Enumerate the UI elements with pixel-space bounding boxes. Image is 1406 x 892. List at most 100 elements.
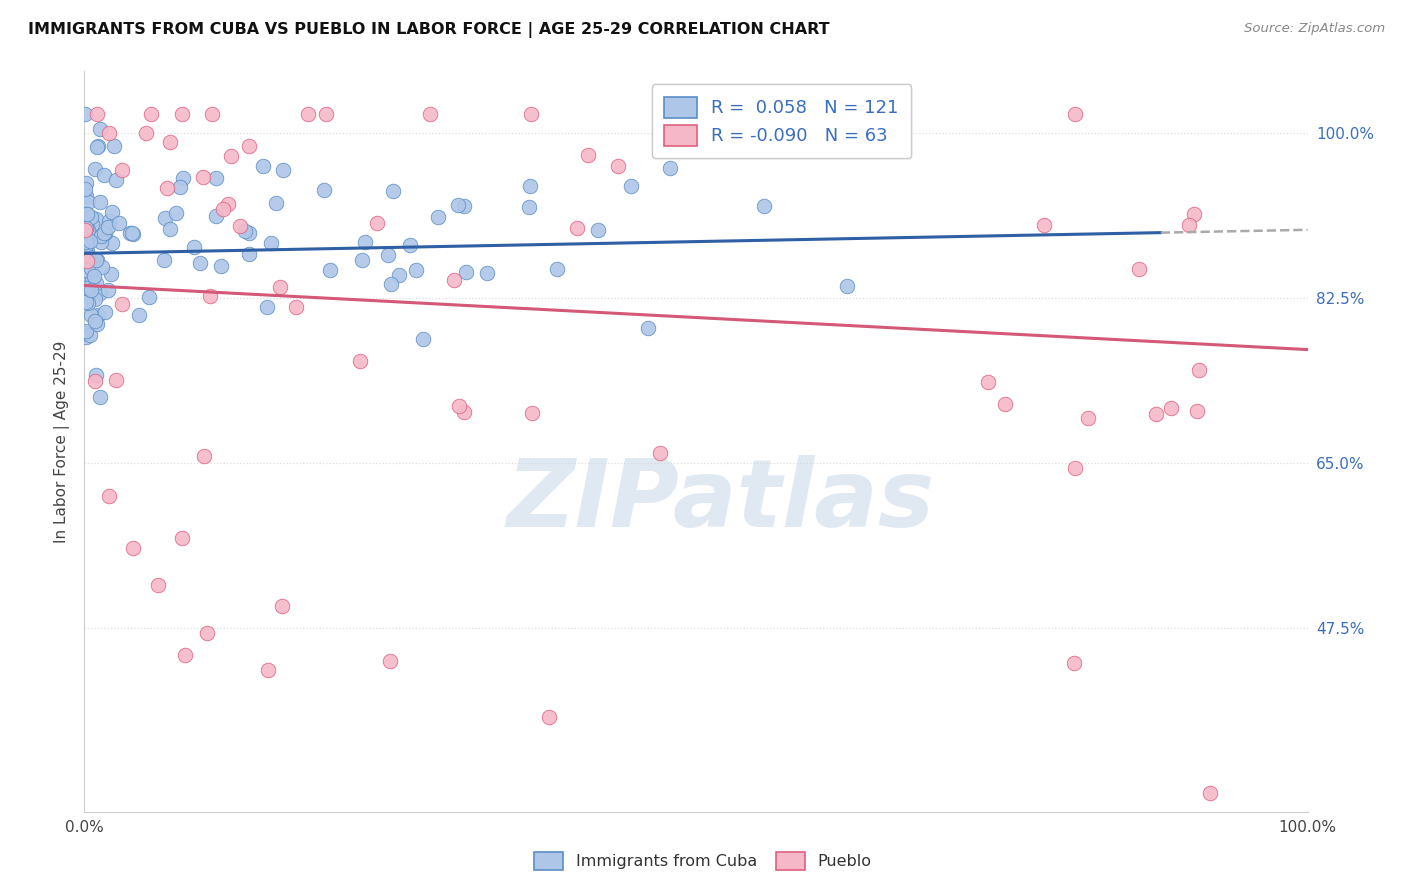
Point [1063, 656, 1085, 670]
Point [447, 198, 470, 212]
Point [79, 260, 101, 275]
Point [79, 328, 101, 343]
Point [238, 139, 260, 153]
Point [377, 248, 399, 262]
Point [1063, 460, 1085, 475]
Point [637, 320, 659, 334]
Point [620, 179, 643, 194]
Point [80, 283, 103, 297]
Legend: Immigrants from Cuba, Pueblo: Immigrants from Cuba, Pueblo [524, 842, 882, 880]
Point [103, 139, 125, 153]
Point [169, 179, 191, 194]
Point [1077, 411, 1099, 425]
Point [270, 599, 292, 613]
Point [76, 281, 98, 295]
Point [520, 406, 543, 420]
Point [1064, 107, 1087, 121]
Point [79, 234, 101, 248]
Point [190, 256, 212, 270]
Point [76, 250, 98, 264]
Point [82, 274, 104, 288]
Point [87, 308, 110, 322]
Point [380, 277, 402, 291]
Point [229, 219, 252, 234]
Point [1032, 218, 1054, 232]
Point [75, 285, 97, 300]
Point [235, 224, 257, 238]
Point [76, 237, 98, 252]
Point [90, 228, 112, 243]
Point [128, 308, 150, 322]
Point [200, 289, 222, 303]
Point [84, 253, 107, 268]
Point [648, 446, 671, 460]
Point [586, 223, 609, 237]
Point [209, 259, 232, 273]
Point [453, 405, 475, 419]
Point [80, 210, 103, 224]
Point [238, 226, 260, 240]
Point [75, 249, 97, 263]
Point [382, 184, 405, 198]
Point [475, 267, 498, 281]
Point [76, 254, 98, 268]
Point [73, 268, 96, 282]
Point [538, 710, 561, 724]
Point [156, 181, 179, 195]
Point [257, 663, 280, 677]
Point [97, 220, 120, 235]
Text: ZIPatlas: ZIPatlas [506, 455, 935, 547]
Point [83, 292, 105, 306]
Point [159, 135, 181, 149]
Point [658, 161, 681, 175]
Point [172, 531, 194, 545]
Point [170, 107, 193, 121]
Point [427, 211, 450, 225]
Point [153, 253, 176, 268]
Point [419, 107, 441, 121]
Point [141, 107, 163, 121]
Point [1160, 401, 1182, 416]
Point [212, 202, 235, 216]
Point [93, 168, 115, 182]
Point [1182, 207, 1205, 221]
Point [405, 263, 427, 277]
Point [352, 252, 374, 267]
Point [86, 139, 108, 153]
Point [1177, 218, 1199, 232]
Point [82, 272, 104, 286]
Point [86, 107, 108, 121]
Point [1185, 404, 1208, 418]
Point [84, 211, 107, 226]
Point [204, 209, 226, 223]
Point [519, 179, 541, 194]
Point [754, 199, 776, 213]
Point [159, 222, 181, 236]
Point [86, 317, 108, 331]
Point [111, 297, 134, 311]
Point [100, 267, 122, 281]
Point [138, 290, 160, 304]
Point [238, 247, 260, 261]
Point [76, 244, 98, 258]
Point [576, 148, 599, 162]
Point [93, 226, 115, 240]
Point [517, 200, 540, 214]
Point [312, 183, 335, 197]
Point [269, 280, 291, 294]
Point [285, 300, 308, 314]
Point [256, 300, 278, 314]
Point [100, 236, 122, 251]
Point [89, 390, 111, 404]
Point [264, 195, 287, 210]
Point [219, 149, 242, 163]
Point [87, 139, 110, 153]
Point [183, 240, 205, 254]
Point [319, 263, 342, 277]
Point [76, 249, 98, 263]
Point [79, 308, 101, 322]
Point [98, 214, 121, 228]
Point [97, 489, 120, 503]
Point [315, 107, 337, 121]
Point [155, 211, 177, 226]
